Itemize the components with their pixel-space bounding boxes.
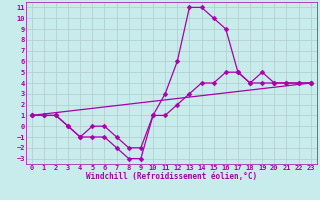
X-axis label: Windchill (Refroidissement éolien,°C): Windchill (Refroidissement éolien,°C) <box>86 172 257 181</box>
